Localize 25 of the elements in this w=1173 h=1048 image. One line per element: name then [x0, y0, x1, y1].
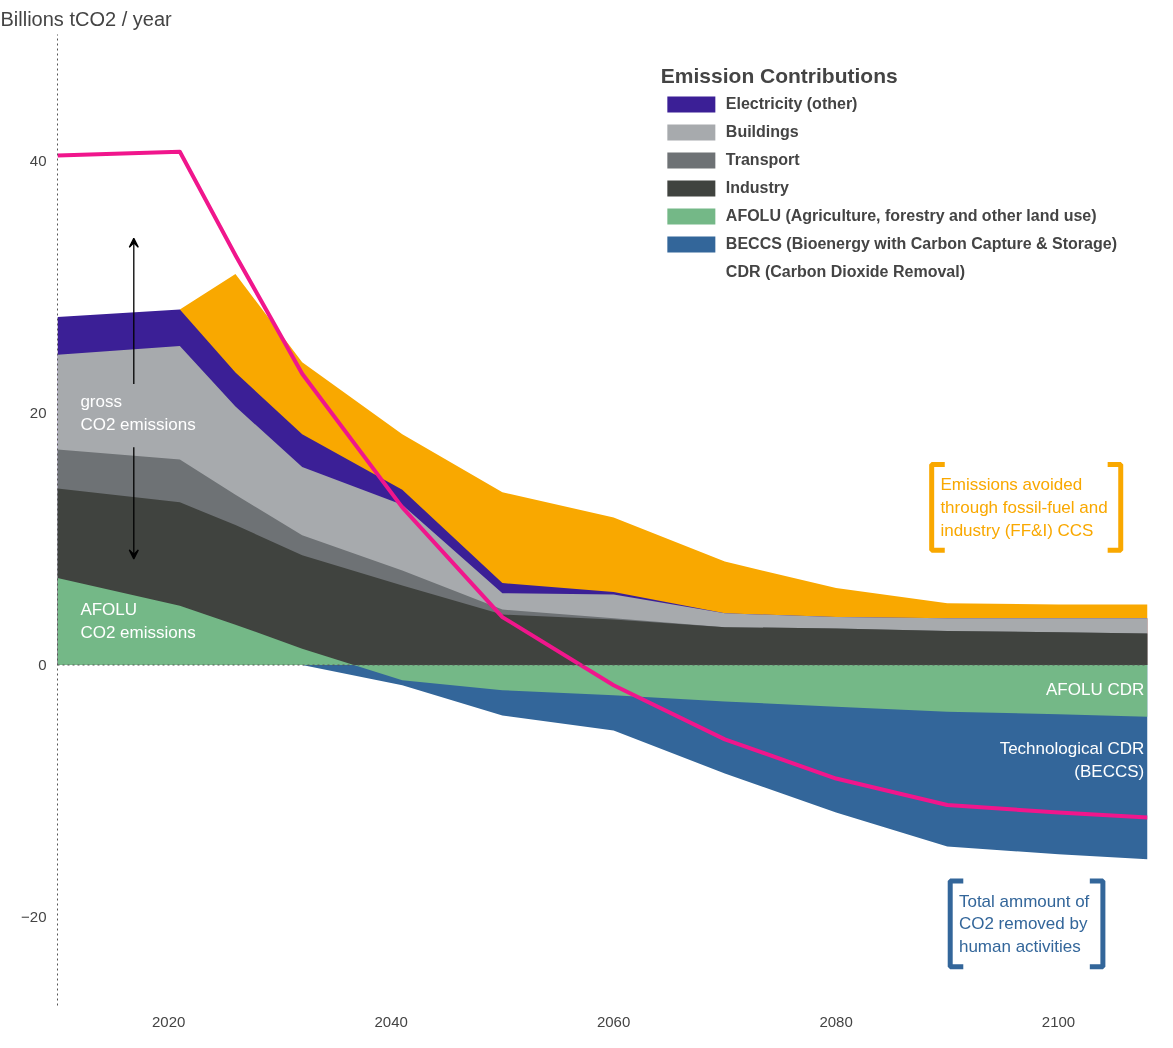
legend-label: Buildings — [725, 122, 799, 142]
annotation: AFOLU CDR — [1046, 680, 1145, 700]
x-tick-label: 2060 — [596, 1012, 631, 1030]
annotation: Total ammount of CO2 removed by human activities — [958, 891, 1090, 957]
line-series — [57, 149, 1148, 820]
legend-label: BECCS (Bioenergy with Carbon Capture & Storage) — [725, 234, 1117, 254]
legend-label: Industry — [725, 178, 789, 198]
y-tick-label: 0 — [38, 656, 47, 674]
annotation: AFOLU CO2 emissions — [80, 600, 196, 642]
x-tick-label: 2040 — [374, 1012, 408, 1030]
annotation: CDR (Carbon Dioxide Removal) — [725, 262, 965, 282]
y-axis-title: Billions tCO2 / year — [0, 7, 173, 30]
legend-title: Emission Contributions — [660, 64, 899, 88]
legend-label: AFOLU (Agriculture, forestry and other land use) — [725, 206, 1097, 226]
text: Emissions avoided through fossil-fuel and industry (FF&I) CCS — [940, 475, 1108, 540]
y-tick-label: 40 — [29, 151, 47, 169]
legend-label: Transport — [725, 150, 800, 170]
x-tick-label: 2080 — [819, 1012, 853, 1030]
y-tick-label: 20 — [29, 403, 47, 421]
x-tick-label: 2020 — [152, 1012, 186, 1030]
annotation: Technological CDR (BECCS) — [999, 738, 1145, 781]
annotation: gross CO2 emissions — [80, 392, 196, 435]
legend-label: Electricity (other) — [725, 94, 858, 114]
x-tick-label: 2100 — [1041, 1012, 1076, 1030]
y-tick-label: −20 — [21, 908, 47, 926]
